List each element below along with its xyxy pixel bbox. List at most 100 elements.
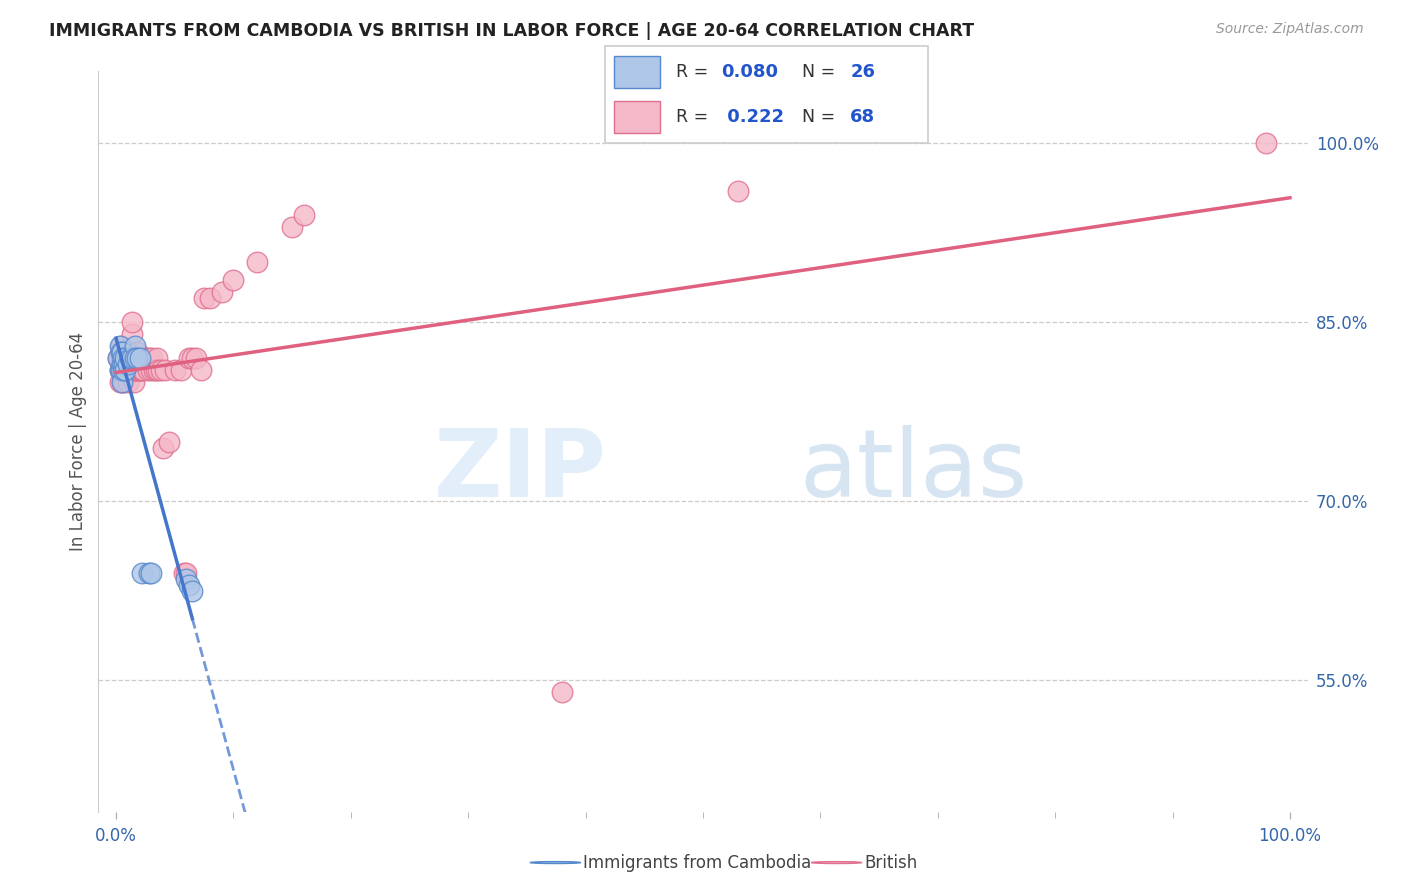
- Y-axis label: In Labor Force | Age 20-64: In Labor Force | Age 20-64: [69, 332, 87, 551]
- Point: [112, 351, 135, 365]
- Point: [117, 357, 139, 371]
- Point: [146, 351, 169, 365]
- Point: [111, 351, 134, 365]
- Point: [128, 363, 150, 377]
- Text: ZIP: ZIP: [433, 425, 606, 517]
- Circle shape: [530, 862, 581, 863]
- Text: R =: R =: [676, 108, 713, 126]
- Point: [136, 363, 159, 377]
- Point: [135, 351, 157, 365]
- Point: [107, 351, 129, 365]
- Point: [148, 363, 170, 377]
- Point: [112, 363, 135, 377]
- Point: [120, 351, 142, 365]
- Point: [110, 345, 132, 359]
- Point: [108, 363, 131, 377]
- Text: N =: N =: [801, 108, 841, 126]
- Point: [112, 375, 135, 389]
- Point: [176, 572, 198, 586]
- Text: 0.080: 0.080: [721, 63, 778, 81]
- Point: [110, 363, 132, 377]
- Point: [117, 357, 139, 371]
- Point: [157, 434, 180, 449]
- Point: [181, 583, 204, 598]
- Point: [112, 363, 135, 377]
- Text: R =: R =: [676, 63, 713, 81]
- Point: [111, 375, 134, 389]
- Point: [128, 351, 150, 365]
- Text: 0.222: 0.222: [721, 108, 785, 126]
- Point: [112, 357, 135, 371]
- Point: [110, 339, 132, 353]
- Point: [181, 351, 204, 365]
- Text: Source: ZipAtlas.com: Source: ZipAtlas.com: [1216, 22, 1364, 37]
- Point: [111, 357, 134, 371]
- Point: [120, 363, 142, 377]
- Point: [134, 351, 156, 365]
- Point: [112, 363, 135, 377]
- Point: [173, 566, 195, 580]
- Point: [127, 351, 149, 365]
- Point: [155, 363, 177, 377]
- Point: [193, 291, 215, 305]
- Point: [120, 357, 142, 371]
- Point: [141, 566, 163, 580]
- Point: [134, 351, 156, 365]
- Point: [121, 327, 143, 342]
- Point: [114, 363, 136, 377]
- Point: [141, 363, 163, 377]
- Point: [125, 363, 148, 377]
- Point: [152, 441, 174, 455]
- Text: N =: N =: [801, 63, 841, 81]
- Point: [127, 345, 149, 359]
- Point: [107, 351, 129, 365]
- Point: [141, 351, 163, 365]
- Point: [115, 351, 138, 365]
- Point: [111, 375, 134, 389]
- Point: [114, 363, 136, 377]
- Point: [122, 363, 145, 377]
- Text: 68: 68: [851, 108, 876, 126]
- FancyBboxPatch shape: [605, 46, 928, 143]
- Text: British: British: [865, 854, 918, 871]
- Point: [108, 375, 131, 389]
- Point: [190, 363, 212, 377]
- Text: atlas: atlas: [800, 425, 1028, 517]
- Point: [110, 351, 132, 365]
- Point: [108, 363, 131, 377]
- Point: [176, 566, 198, 580]
- Point: [281, 219, 304, 234]
- Point: [120, 363, 142, 377]
- Circle shape: [811, 862, 862, 863]
- Text: 26: 26: [851, 63, 876, 81]
- Point: [169, 363, 191, 377]
- Text: Immigrants from Cambodia: Immigrants from Cambodia: [583, 854, 811, 871]
- Point: [129, 363, 152, 377]
- Point: [124, 363, 146, 377]
- Point: [177, 351, 200, 365]
- Point: [111, 345, 134, 359]
- Point: [149, 363, 172, 377]
- Point: [112, 351, 135, 365]
- Point: [114, 351, 136, 365]
- Point: [131, 363, 153, 377]
- Point: [222, 273, 245, 287]
- Point: [246, 255, 269, 269]
- Point: [138, 351, 160, 365]
- Point: [108, 339, 131, 353]
- Point: [111, 363, 134, 377]
- Point: [198, 291, 221, 305]
- Point: [211, 285, 233, 300]
- Point: [727, 184, 749, 198]
- Point: [145, 363, 167, 377]
- Point: [114, 351, 136, 365]
- Text: IMMIGRANTS FROM CAMBODIA VS BRITISH IN LABOR FORCE | AGE 20-64 CORRELATION CHART: IMMIGRANTS FROM CAMBODIA VS BRITISH IN L…: [49, 22, 974, 40]
- Point: [131, 566, 153, 580]
- Point: [122, 375, 145, 389]
- FancyBboxPatch shape: [614, 102, 659, 133]
- Point: [1256, 136, 1278, 150]
- Point: [117, 375, 139, 389]
- Point: [124, 339, 146, 353]
- Point: [163, 363, 186, 377]
- Point: [177, 578, 200, 592]
